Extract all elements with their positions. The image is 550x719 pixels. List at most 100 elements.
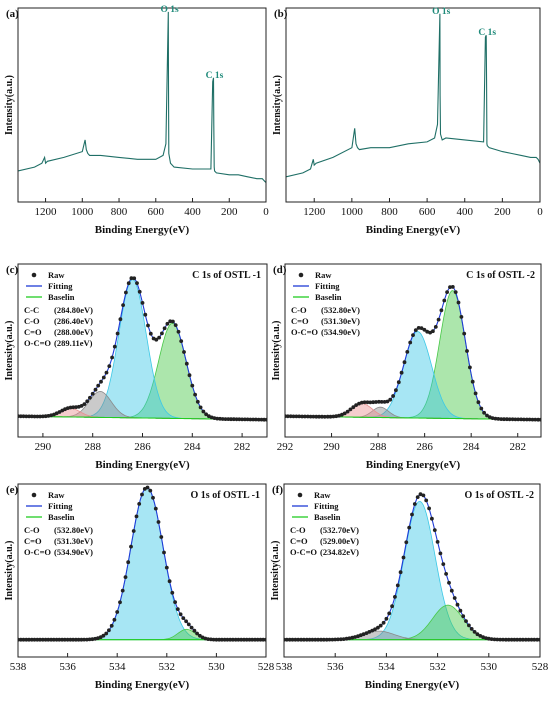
raw-data-point [523,637,528,642]
panel-label: (c) [6,264,19,276]
raw-data-point [285,414,290,419]
x-tick-label: 800 [381,206,398,218]
raw-data-point [160,331,164,336]
spectrum-line [286,13,540,178]
raw-data-point [93,387,98,392]
component-value: (532.80eV) [54,525,93,535]
raw-data-point [165,321,170,326]
raw-data-point [76,637,81,642]
raw-data-point [287,637,292,642]
x-tick-label: 800 [111,206,128,218]
plot-frame [285,7,541,203]
raw-data-point [57,637,62,642]
raw-data-point [54,637,59,642]
plot-area [18,276,267,422]
raw-data-point [510,417,515,422]
raw-data-point [153,506,158,511]
raw-data-point [459,315,464,319]
component-label: O-C=O [290,547,317,557]
raw-data-point [129,544,133,549]
x-tick-label: 600 [148,206,165,218]
raw-data-point [24,637,29,642]
raw-data-point [148,488,153,493]
raw-data-point [290,637,295,642]
component-value: (532.80eV) [321,305,360,315]
raw-data-point [442,298,447,303]
x-tick-label: 1200 [35,206,58,218]
component-value: (534.90eV) [321,327,360,337]
raw-data-point [49,637,53,642]
panel-title: C 1s of OSTL -1 [192,270,261,281]
legend-label: Baselin [48,512,75,522]
raw-data-point [40,637,45,642]
raw-data-point [353,635,357,639]
raw-data-point [132,276,137,281]
chart-panel: 1200 1000 800 600 400 200 0 Binding Energy(eV) I… [272,7,543,236]
raw-data-point [186,622,191,627]
raw-data-point [300,414,304,419]
raw-data-point [401,555,406,560]
raw-data-point [505,417,509,422]
x-tick-label: 286 [416,441,433,453]
raw-data-point [215,416,220,421]
raw-data-point [164,565,169,570]
x-tick-label: 1200 [303,206,326,218]
raw-data-point [21,414,26,419]
raw-data-point [506,637,511,642]
raw-data-point [342,411,347,416]
x-tick-label: 290 [323,441,340,453]
legend-label: Fitting [48,501,73,511]
raw-data-point [206,637,211,641]
x-tick-label: 528 [258,661,275,673]
raw-data-point [336,637,340,642]
raw-data-point [85,399,90,404]
plot-frame [17,7,267,203]
x-tick-label: 284 [463,441,480,453]
x-tick-label: 288 [84,441,101,453]
raw-data-point [189,625,194,630]
raw-data-point [535,637,540,642]
raw-data-point [327,637,332,642]
raw-data-point [148,331,153,336]
chart-panel: 538 536 534 532 530 528 Binding Energy(eV) Inte… [4,483,275,691]
x-tick-label: 282 [509,441,526,453]
raw-data-point [455,602,460,607]
raw-data-point [435,540,440,544]
x-tick-label: 532 [429,661,446,673]
raw-data-point [297,414,302,419]
raw-data-point [41,414,45,419]
y-axis-label: Intensity(a.u.) [271,320,282,380]
raw-data-point [296,637,301,642]
raw-data-point [109,623,114,628]
component-label: C-O [290,525,306,535]
raw-data-point [522,417,526,422]
raw-data-point [425,329,430,334]
raw-data-point [247,637,252,642]
raw-data-point [68,637,73,642]
raw-data-point [413,328,418,332]
raw-data-point [333,637,338,642]
panel-title: O 1s of OSTL -2 [465,490,534,501]
legend-marker-raw [31,492,37,498]
raw-data-point [524,417,529,422]
raw-data-point [453,290,458,294]
raw-data-point [344,636,349,641]
raw-data-point [253,637,257,642]
x-tick-label: 290 [35,441,52,453]
spectrum-line [18,11,266,183]
raw-data-point [38,414,42,419]
raw-data-point [377,399,381,404]
plot-frame [283,483,541,658]
raw-data-point [412,502,417,506]
raw-data-point [126,281,131,286]
x-tick-label: 284 [184,441,201,453]
raw-data-point [90,637,95,642]
raw-data-point [384,616,389,621]
raw-data-point [184,619,189,624]
legend-label: Baselin [48,292,75,302]
raw-data-point [101,375,106,380]
legend-marker-raw [297,492,303,498]
y-axis-label: Intensity(a.u.) [270,540,281,600]
raw-data-point [396,380,401,385]
raw-data-point [365,400,370,405]
